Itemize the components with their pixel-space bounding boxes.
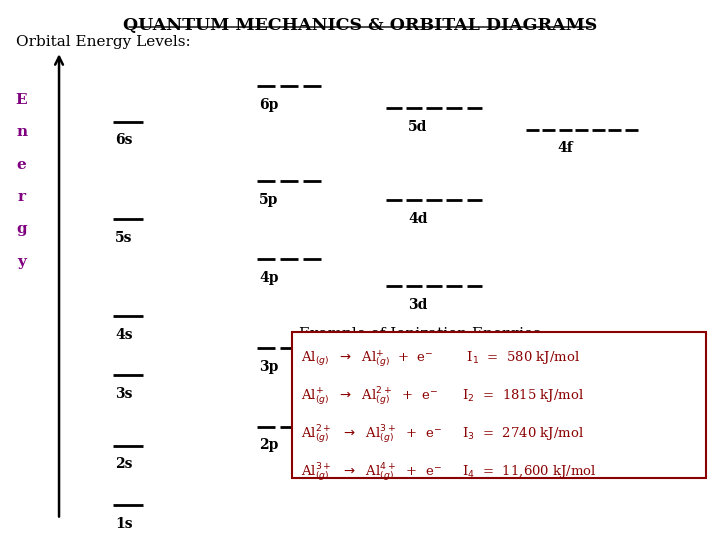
Text: Orbital Energy Levels:: Orbital Energy Levels: xyxy=(16,35,191,49)
Text: 4p: 4p xyxy=(259,271,279,285)
Text: 3s: 3s xyxy=(115,387,132,401)
Text: 5s: 5s xyxy=(115,231,132,245)
Text: Al$_{(g)}$  $\rightarrow$  Al$^{+}_{(g)}$  +  e$^{-}$        I$_{1}$  =  580 kJ/: Al$_{(g)}$ $\rightarrow$ Al$^{+}_{(g)}$ … xyxy=(301,348,580,369)
Text: 2p: 2p xyxy=(259,438,279,453)
Text: 1s: 1s xyxy=(115,517,132,531)
Text: r: r xyxy=(17,190,26,204)
Text: 4d: 4d xyxy=(408,212,428,226)
Text: g: g xyxy=(17,222,27,237)
Text: 4f: 4f xyxy=(557,141,573,156)
Text: e: e xyxy=(17,158,27,172)
Text: 5p: 5p xyxy=(259,193,279,207)
Text: 6s: 6s xyxy=(115,133,132,147)
Text: y: y xyxy=(17,255,26,269)
Text: 4s: 4s xyxy=(115,328,132,342)
Text: Al$^{3+}_{(g)}$  $\rightarrow$  Al$^{4+}_{(g)}$  +  e$^{-}$     I$_{4}$  =  11,6: Al$^{3+}_{(g)}$ $\rightarrow$ Al$^{4+}_{… xyxy=(301,462,597,484)
Text: Al$^{+}_{(g)}$  $\rightarrow$  Al$^{2+}_{(g)}$  +  e$^{-}$      I$_{2}$  =  1815: Al$^{+}_{(g)}$ $\rightarrow$ Al$^{2+}_{(… xyxy=(301,386,584,408)
Text: QUANTUM MECHANICS & ORBITAL DIAGRAMS: QUANTUM MECHANICS & ORBITAL DIAGRAMS xyxy=(123,17,597,34)
FancyBboxPatch shape xyxy=(292,332,706,478)
Text: Example of Ionization Energies:: Example of Ionization Energies: xyxy=(299,327,546,341)
Text: 2s: 2s xyxy=(115,457,132,471)
Text: 3p: 3p xyxy=(259,360,279,374)
Text: Al$^{2+}_{(g)}$  $\rightarrow$  Al$^{3+}_{(g)}$  +  e$^{-}$     I$_{3}$  =  2740: Al$^{2+}_{(g)}$ $\rightarrow$ Al$^{3+}_{… xyxy=(301,424,584,446)
Text: 3d: 3d xyxy=(408,298,428,312)
Text: 5d: 5d xyxy=(408,120,428,134)
Text: n: n xyxy=(16,125,27,139)
Text: 6p: 6p xyxy=(259,98,279,112)
Text: E: E xyxy=(16,93,27,107)
